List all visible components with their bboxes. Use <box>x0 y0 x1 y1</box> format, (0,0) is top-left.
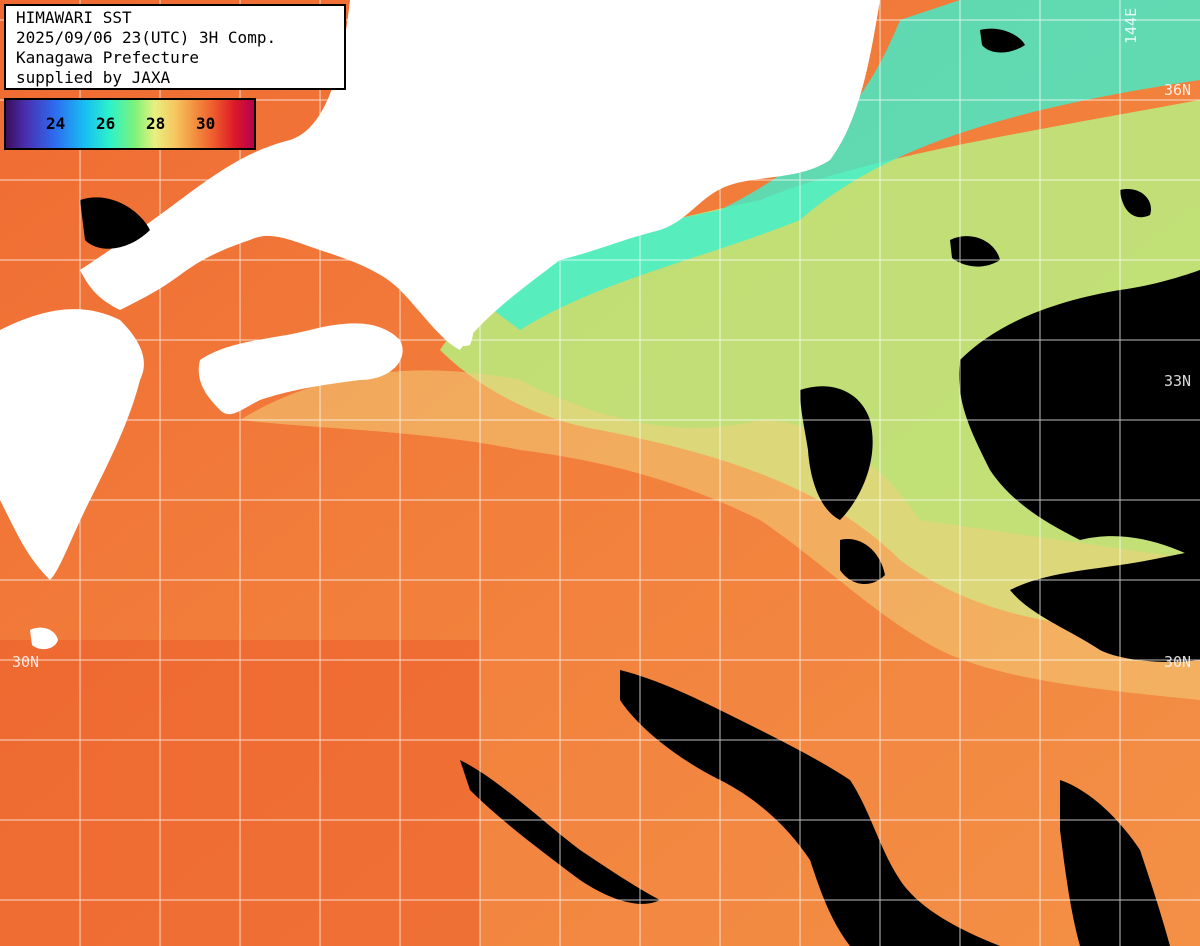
lon-label-136e: 136E <box>482 8 500 44</box>
composite-timestamp: 2025/09/06 23(UTC) 3H Comp. <box>16 28 277 47</box>
provider-prefecture: Kanagawa Prefecture <box>16 48 200 67</box>
lat-label-30n-right: 30N <box>1164 653 1191 671</box>
data-credit: supplied by JAXA <box>16 68 171 87</box>
lat-label-33n: 33N <box>1164 372 1191 390</box>
lat-label-30n-left: 30N <box>12 653 39 671</box>
lat-label-left-edge: 3 <box>14 373 23 391</box>
land-shikoku <box>198 323 403 415</box>
product-title: HIMAWARI SST <box>16 8 132 27</box>
lat-label-36n: 36N <box>1164 81 1191 99</box>
colorbar-label-28: 28 <box>146 114 166 133</box>
land-kyushu <box>0 309 144 580</box>
land-tanegashima <box>30 627 58 650</box>
land-kii <box>399 244 475 346</box>
colorbar-label-30: 30 <box>196 114 216 133</box>
cyan-coastal-band <box>480 0 1200 330</box>
temperature-colorbar: 24 26 28 30 <box>4 98 256 150</box>
map-info-box: HIMAWARI SST 2025/09/06 23(UTC) 3H Comp.… <box>4 4 346 90</box>
colorbar-label-26: 26 <box>96 114 116 133</box>
colorbar-label-24: 24 <box>46 114 66 133</box>
lon-label-144e: 144E <box>1122 8 1140 44</box>
